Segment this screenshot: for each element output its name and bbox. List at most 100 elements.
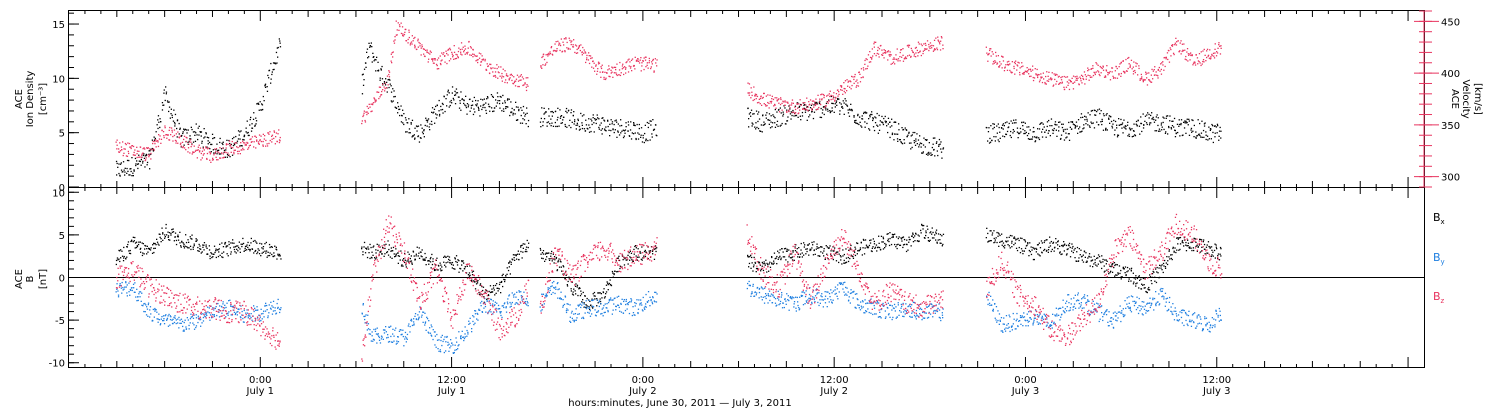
density-point xyxy=(439,113,441,116)
density-point xyxy=(1100,121,1102,123)
bx-point xyxy=(126,256,128,258)
bx-point xyxy=(162,233,164,235)
bx-point xyxy=(582,291,584,294)
bx-point xyxy=(1001,233,1003,235)
bx-point xyxy=(874,246,877,248)
density-point xyxy=(459,102,461,104)
bx-point xyxy=(761,265,763,267)
density-point xyxy=(473,108,475,110)
velocity-point xyxy=(931,44,933,47)
velocity-point xyxy=(1214,52,1216,54)
bx-point xyxy=(1045,250,1048,252)
velocity-point xyxy=(421,46,423,48)
velocity-point xyxy=(761,104,763,106)
velocity-point xyxy=(255,147,257,149)
velocity-point xyxy=(1203,61,1205,63)
bx-point xyxy=(1109,265,1111,267)
bx-point xyxy=(225,246,227,248)
density-point xyxy=(363,79,365,81)
bx-point xyxy=(928,240,930,242)
bx-point xyxy=(429,261,432,263)
bx-point xyxy=(1112,263,1114,265)
velocity-point xyxy=(136,150,139,152)
bx-point xyxy=(1071,250,1073,252)
density-point xyxy=(204,136,206,138)
density-point xyxy=(777,125,779,127)
density-point xyxy=(1003,136,1006,138)
density-point xyxy=(440,105,442,108)
velocity-point xyxy=(1091,76,1093,78)
bx-point xyxy=(617,270,619,273)
velocity-point xyxy=(587,59,590,61)
density-point xyxy=(801,111,804,114)
velocity-point xyxy=(1213,57,1216,59)
velocity-point xyxy=(227,152,229,154)
density-point xyxy=(1192,130,1194,132)
velocity-point xyxy=(925,48,927,50)
velocity-point xyxy=(1029,69,1032,71)
velocity-point xyxy=(1018,62,1020,64)
density-point xyxy=(365,66,367,68)
velocity-point xyxy=(1177,40,1179,42)
bx-point xyxy=(154,242,156,245)
velocity-point xyxy=(395,34,397,36)
bx-point xyxy=(189,236,191,238)
bx-point xyxy=(378,244,380,246)
density-point xyxy=(515,106,518,108)
velocity-point xyxy=(895,54,897,56)
bx-point xyxy=(501,280,503,283)
bx-point xyxy=(376,243,378,245)
density-point xyxy=(433,111,435,113)
density-point xyxy=(989,137,991,140)
velocity-point xyxy=(1087,70,1089,72)
velocity-point xyxy=(177,131,179,133)
velocity-point xyxy=(1011,61,1013,63)
velocity-point xyxy=(551,53,553,55)
velocity-point xyxy=(1039,79,1041,81)
velocity-point xyxy=(427,61,429,63)
velocity-point xyxy=(398,29,400,31)
bx-point xyxy=(258,249,260,251)
density-point xyxy=(190,138,192,140)
velocity-point xyxy=(653,70,655,72)
density-point xyxy=(209,148,211,150)
density-point xyxy=(243,135,246,137)
velocity-point xyxy=(145,157,147,159)
velocity-point xyxy=(1170,48,1172,51)
bx-point xyxy=(1057,240,1059,242)
density-point xyxy=(570,112,572,114)
velocity-point xyxy=(134,154,136,156)
velocity-point xyxy=(854,73,856,76)
density-point xyxy=(837,97,839,100)
bx-point xyxy=(614,270,616,272)
bx-point xyxy=(878,246,881,249)
velocity-point xyxy=(391,62,393,64)
velocity-point xyxy=(361,120,363,122)
bx-point xyxy=(1099,260,1101,262)
bx-point xyxy=(827,258,829,260)
velocity-point xyxy=(123,152,125,154)
density-point xyxy=(1154,130,1156,132)
bx-point xyxy=(922,225,924,227)
density-point xyxy=(1202,129,1205,132)
density-point xyxy=(224,156,226,158)
density-point xyxy=(1013,122,1016,124)
velocity-point xyxy=(789,104,791,106)
density-point xyxy=(991,139,993,142)
density-point xyxy=(524,113,527,115)
density-point xyxy=(1067,133,1070,135)
velocity-point xyxy=(198,144,200,146)
velocity-point xyxy=(1097,70,1099,72)
bx-point xyxy=(817,247,819,249)
density-point xyxy=(859,116,861,118)
density-point xyxy=(1113,134,1116,136)
bx-point xyxy=(219,254,221,256)
velocity-point xyxy=(1196,57,1199,59)
density-point xyxy=(1029,129,1031,131)
density-point xyxy=(422,133,424,135)
density-point xyxy=(1058,126,1060,128)
density-point xyxy=(278,38,280,40)
velocity-point xyxy=(1148,72,1150,74)
density-point xyxy=(655,134,657,136)
velocity-point xyxy=(992,53,994,55)
